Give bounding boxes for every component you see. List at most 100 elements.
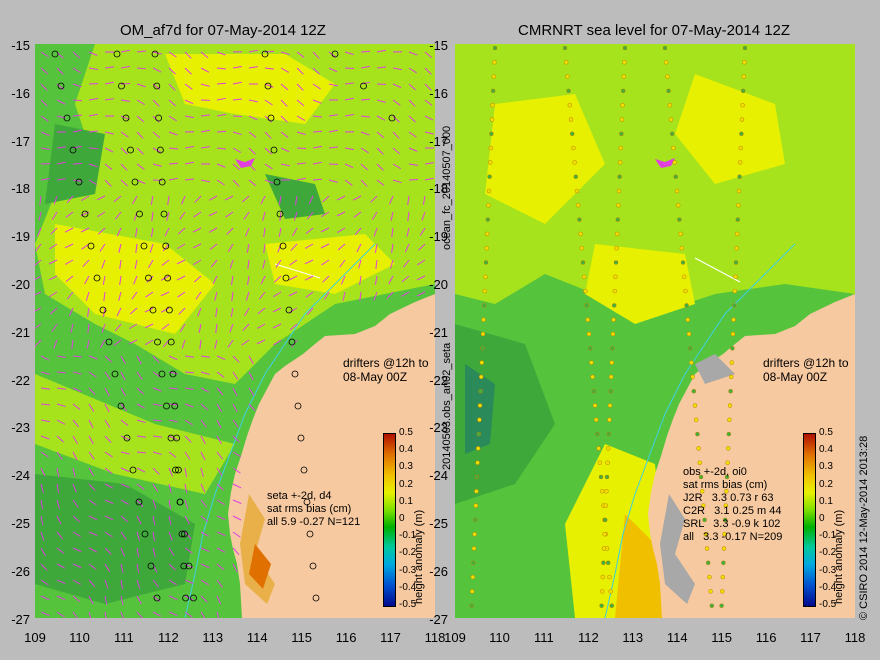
satellite-marker	[469, 589, 475, 594]
current-vector	[376, 163, 384, 171]
current-vector	[133, 275, 138, 285]
current-vector	[168, 611, 178, 617]
current-vector	[177, 227, 186, 235]
satellite-marker	[725, 460, 730, 465]
left-map-panel[interactable]: drifters @12h to 08-May 00Z seta +-2d, d…	[35, 44, 435, 618]
satellite-marker	[586, 331, 592, 337]
current-vector	[216, 451, 223, 460]
current-vector	[184, 595, 194, 601]
observation-marker	[147, 562, 155, 570]
satellite-marker	[614, 245, 619, 251]
current-vector	[104, 403, 110, 413]
current-vector	[273, 291, 282, 298]
current-vector	[104, 515, 114, 521]
satellite-marker	[720, 574, 726, 580]
observation-marker	[303, 498, 311, 506]
current-vector	[116, 227, 122, 237]
observation-marker	[331, 50, 339, 58]
observation-marker	[87, 242, 95, 250]
current-vector	[168, 547, 175, 556]
satellite-marker	[478, 374, 484, 380]
right-map-title: CMRNRT sea level for 07-May-2014 12Z	[518, 22, 791, 39]
current-vector	[136, 611, 144, 618]
y-tick-label: -24	[11, 468, 30, 484]
current-vector	[168, 595, 178, 601]
current-vector	[168, 355, 178, 361]
current-vector	[135, 243, 138, 253]
current-vector	[56, 387, 66, 390]
current-vector	[131, 291, 138, 300]
current-vector	[184, 435, 192, 443]
observation-marker	[264, 82, 272, 90]
current-vector	[48, 259, 58, 265]
current-vector	[392, 163, 401, 170]
current-vector	[152, 579, 159, 588]
current-vector	[241, 339, 250, 346]
observation-marker	[261, 50, 269, 58]
current-vector	[200, 403, 209, 411]
satellite-marker	[731, 317, 736, 322]
current-vector	[40, 51, 49, 58]
satellite-marker	[613, 274, 618, 280]
current-vector	[86, 339, 90, 349]
current-vector	[136, 467, 146, 473]
current-vector	[200, 611, 206, 618]
current-vector	[229, 259, 234, 269]
current-vector	[241, 195, 250, 203]
current-vector	[200, 483, 206, 493]
current-vector	[200, 595, 208, 603]
current-vector	[152, 403, 162, 407]
satellite-marker	[662, 45, 668, 51]
right-map-panel[interactable]: drifters @12h to 08-May 00Z obs +-2d, oi…	[455, 44, 855, 618]
observation-marker	[174, 466, 182, 474]
current-vector	[184, 178, 194, 181]
current-vector	[260, 275, 266, 285]
current-vector	[152, 371, 161, 378]
observation-marker	[145, 274, 152, 282]
current-vector	[192, 227, 202, 233]
current-vector	[262, 211, 266, 221]
observation-marker	[279, 242, 287, 250]
current-vector	[264, 131, 272, 139]
satellite-marker	[490, 102, 495, 108]
current-vector	[354, 227, 362, 236]
current-vector	[88, 179, 97, 186]
current-vector	[120, 131, 129, 138]
current-vector	[104, 419, 111, 428]
current-vector	[104, 81, 114, 85]
satellite-marker	[618, 145, 624, 151]
satellite-marker	[731, 303, 737, 308]
observation-marker	[176, 498, 184, 506]
current-vector	[56, 451, 63, 460]
current-vector	[88, 419, 94, 429]
current-vector	[152, 547, 156, 557]
current-vector	[216, 499, 225, 506]
satellite-marker	[622, 45, 628, 51]
satellite-marker	[669, 131, 675, 137]
current-vector-field	[35, 49, 435, 618]
current-vector	[99, 339, 106, 348]
current-vector	[374, 275, 378, 285]
current-vector	[152, 483, 159, 492]
observation-marker	[127, 146, 134, 154]
observation-marker	[153, 82, 161, 90]
current-vector	[152, 499, 157, 509]
current-vector	[104, 98, 114, 101]
current-vector	[322, 275, 330, 283]
current-vector	[389, 259, 394, 269]
current-vector	[312, 145, 322, 149]
current-vector	[306, 307, 314, 316]
observation-marker	[136, 210, 143, 218]
current-vector	[104, 499, 114, 504]
current-vector	[227, 339, 234, 348]
current-vector	[40, 419, 50, 423]
satellite-marker	[470, 574, 476, 580]
y-tick-label: -23	[11, 420, 30, 436]
current-vector	[288, 307, 298, 313]
y-tick-label: -21	[429, 324, 448, 340]
colorbar-tick: -0.2	[819, 547, 837, 559]
satellite-marker	[566, 88, 571, 94]
current-vector	[120, 499, 130, 505]
current-vector	[168, 99, 177, 107]
observation-marker	[123, 434, 131, 442]
